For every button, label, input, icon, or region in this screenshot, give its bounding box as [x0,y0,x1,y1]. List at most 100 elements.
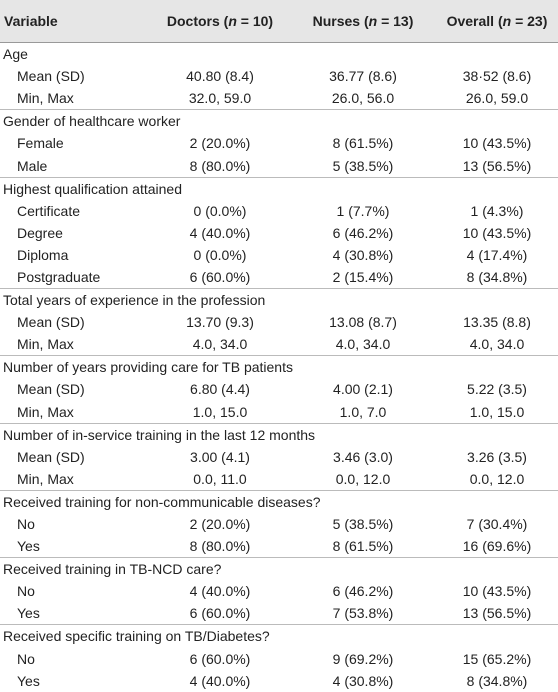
cell: 4 (30.8%) [332,246,394,263]
cell: 13 (56.5%) [462,157,532,174]
header-text: = 23) [511,13,548,29]
cell: 4.0, 34.0 [335,336,391,353]
cell: 9 (69.2%) [332,650,394,667]
cell: 7 (53.8%) [332,605,394,622]
cell: 1 (7.7%) [336,202,390,219]
section-label: Highest qualification attained [0,176,558,200]
row-label: Min, Max [17,90,74,107]
cell: 4 (40.0%) [189,224,251,241]
cell: 0.0, 11.0 [193,470,247,487]
row-label: Mean (SD) [17,314,85,331]
cell: 32.0, 59.0 [188,90,252,107]
cell: 2 (20.0%) [189,135,251,152]
section-row: Highest qualification attained [0,176,558,200]
row-label: Min, Max [17,336,74,353]
header-italic: n [368,13,378,29]
data-row: Degree 4 (40.0%) 6 (46.2%) 10 (43.5%) [0,222,558,244]
cell: 6 (60.0%) [189,605,251,622]
data-row: No 2 (20.0%) 5 (38.5%) 7 (30.4%) [0,513,558,535]
cell: 1 (4.3%) [470,202,524,219]
section-row: Received training for non-communicable d… [0,489,558,513]
section-label: Number of in-service training in the las… [0,422,558,446]
row-label: Min, Max [17,470,74,487]
cell: 13.08 (8.7) [329,314,397,331]
cell: 8 (61.5%) [332,538,394,555]
cell: 3.46 (3.0) [333,448,393,465]
row-label: No [17,583,35,600]
row-label: Certificate [17,202,81,219]
cell: 3.00 (4.1) [190,448,250,465]
row-label: Female [17,135,64,152]
column-header: Doctors (n = 10) [150,0,290,43]
cell: 6.80 (4.4) [190,381,250,398]
column-header: Variable [0,0,150,43]
cell: 0.0, 12.0 [335,470,391,487]
column-header: Nurses (n = 13) [290,0,436,43]
row-label: Mean (SD) [17,448,85,465]
header-text: Nurses ( [312,13,369,29]
row-label: Yes [17,538,40,555]
row-label: Degree [17,224,63,241]
data-row: Mean (SD) 3.00 (4.1) 3.46 (3.0) 3.26 (3.5) [0,446,558,468]
header-text: Variable [4,13,58,29]
cell: 0 (0.0%) [193,246,247,263]
row-label: Mean (SD) [17,68,85,85]
cell: 36.77 (8.6) [329,68,397,85]
cell: 13.35 (8.8) [463,314,531,331]
cell: 6 (60.0%) [189,268,251,285]
cell: 4 (30.8%) [332,672,394,689]
data-row: Yes 4 (40.0%) 4 (30.8%) 8 (34.8%) [0,670,558,692]
cell: 1.0, 15.0 [469,403,525,420]
table-body: Age Mean (SD) 40.80 (8.4) 36.77 (8.6) 38·52 … [0,42,558,692]
data-row: Certificate 0 (0.0%) 1 (7.7%) 1 (4.3%) [0,200,558,222]
section-label: Received training for non-communicable d… [0,489,558,513]
cell: 0 (0.0%) [193,202,247,219]
cell: 4.0, 34.0 [469,336,525,353]
data-row: Mean (SD) 13.70 (9.3) 13.08 (8.7) 13.35 (8.… [0,311,558,333]
cell: 15 (65.2%) [462,650,532,667]
header-italic: n [502,13,512,29]
cell: 8 (34.8%) [466,672,528,689]
cell: 13.70 (9.3) [186,314,254,331]
row-label: Yes [17,605,40,622]
data-row: No 4 (40.0%) 6 (46.2%) 10 (43.5%) [0,580,558,602]
data-row: Min, Max 4.0, 34.0 4.0, 34.0 4.0, 34.0 [0,333,558,356]
data-row: Mean (SD) 40.80 (8.4) 36.77 (8.6) 38·52 (8.… [0,65,558,87]
cell: 40.80 (8.4) [186,68,254,85]
cell: 7 (30.4%) [466,516,528,533]
cell: 2 (20.0%) [189,516,251,533]
row-label: Postgraduate [17,268,101,285]
header-text: Doctors ( [166,13,229,29]
row-label: No [17,650,35,667]
section-label: Number of years providing care for TB pa… [0,355,558,379]
section-label: Total years of experience in the profess… [0,288,558,312]
cell: 38·52 (8.6) [462,68,532,85]
cell: 10 (43.5%) [462,135,532,152]
section-label: Age [0,42,558,66]
cell: 2 (15.4%) [332,268,394,285]
data-row: Yes 8 (80.0%) 8 (61.5%) 16 (69.6%) [0,535,558,558]
section-row: Number of in-service training in the las… [0,422,558,446]
data-row: Diploma 0 (0.0%) 4 (30.8%) 4 (17.4%) [0,244,558,266]
cell: 26.0, 59.0 [465,90,529,107]
row-label: Min, Max [17,403,74,420]
cell: 0.0, 12.0 [469,470,525,487]
cell: 26.0, 56.0 [331,90,395,107]
row-label: Mean (SD) [17,381,85,398]
cell: 13 (56.5%) [462,605,532,622]
cell: 10 (43.5%) [462,583,532,600]
data-row: Postgraduate 6 (60.0%) 2 (15.4%) 8 (34.8%) [0,266,558,289]
row-label: Male [17,157,48,174]
cell: 8 (61.5%) [332,135,394,152]
row-label: Diploma [17,246,69,263]
cell: 4 (40.0%) [189,583,251,600]
data-row: Female 2 (20.0%) 8 (61.5%) 10 (43.5%) [0,132,558,154]
data-row: Min, Max 0.0, 11.0 0.0, 12.0 0.0, 12.0 [0,468,558,491]
header-row: Variable Doctors (n = 10) Nurses (n = 13) O… [0,0,558,43]
section-row: Number of years providing care for TB pa… [0,355,558,379]
cell: 4 (17.4%) [466,246,528,263]
cell: 4.0, 34.0 [192,336,248,353]
cell: 1.0, 7.0 [339,403,387,420]
